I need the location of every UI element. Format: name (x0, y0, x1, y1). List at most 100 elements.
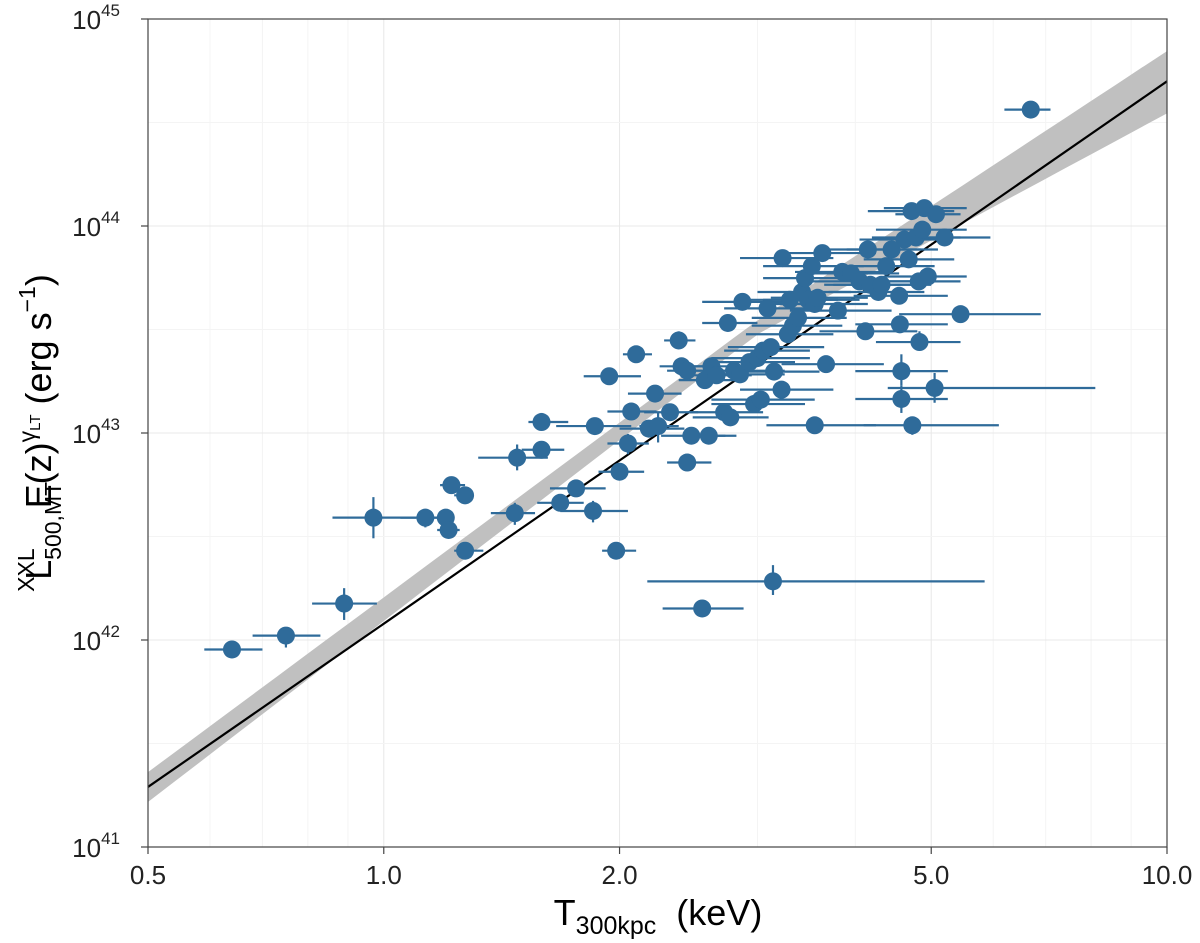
y-tick-label: 1044 (72, 208, 120, 242)
data-point (918, 267, 937, 286)
data-point (761, 338, 780, 357)
x-tick-label: 5.0 (913, 860, 949, 890)
data-point (899, 250, 918, 269)
data-point (649, 417, 668, 436)
x-tick-label: 1.0 (366, 860, 402, 890)
data-point (805, 416, 824, 435)
data-point (913, 220, 932, 239)
data-point (600, 367, 619, 386)
data-point (505, 504, 524, 523)
data-point (693, 599, 712, 618)
data-point (610, 462, 629, 481)
data-point (584, 501, 603, 520)
data-point (439, 520, 458, 539)
data-point (813, 244, 832, 263)
y-tick-label: 1041 (72, 829, 120, 863)
data-point (877, 257, 896, 276)
x-axis-title-main: T (554, 892, 576, 933)
data-point (733, 292, 752, 311)
data-point (567, 479, 586, 498)
data-point (951, 305, 970, 324)
y-tick-label-base: 10 (72, 626, 101, 656)
data-point (364, 508, 383, 527)
y-tick-label-exponent: 45 (101, 1, 120, 20)
data-point (678, 361, 697, 380)
x-axis-title: T300kpc (keV) (554, 892, 763, 940)
data-point (627, 345, 646, 364)
y-tick-label: 1043 (72, 415, 120, 449)
data-point (456, 541, 475, 560)
data-point (622, 402, 641, 421)
data-point (682, 426, 701, 445)
data-point (890, 315, 909, 334)
data-point (551, 493, 570, 512)
y-tick-label: 1042 (72, 622, 120, 656)
y-axis-title: L500,MTXXL E(z)γLT (erg s−1) (13, 274, 66, 592)
data-point (661, 403, 680, 422)
x-tick-label: 0.5 (130, 860, 166, 890)
data-point (903, 416, 922, 435)
data-point (758, 299, 777, 318)
data-point (699, 426, 718, 445)
y-axis-title-L: L (18, 560, 59, 580)
data-point (335, 594, 354, 613)
data-point (731, 365, 750, 384)
y-tick-label-base: 10 (72, 419, 101, 449)
axis-ticks (141, 18, 1168, 854)
data-point (618, 434, 637, 453)
y-tick-label-exponent: 41 (101, 829, 120, 848)
y-tick-label-base: 10 (72, 833, 101, 863)
y-tick-label-exponent: 43 (101, 415, 120, 434)
y-tick-label-exponent: 44 (101, 208, 120, 227)
x-axis-title-sub: 300kpc (576, 912, 657, 940)
svg-text:L500,MTXXLE(z)γLT(erg s−1): L500,MTXXL E(z)γLT (erg s−1) (13, 274, 66, 592)
y-axis-title-unit-exp: −1 (14, 286, 40, 312)
data-point (532, 440, 551, 459)
data-point (910, 333, 929, 352)
y-axis-title-unit-open: (erg s (18, 312, 59, 404)
data-point (802, 257, 821, 276)
data-point (892, 389, 911, 408)
data-point (607, 541, 626, 560)
y-axis-title-sup: XXL (13, 548, 39, 592)
data-point (718, 313, 737, 332)
y-axis-title-sub: 500,MT (40, 482, 66, 560)
data-point (707, 366, 726, 385)
y-axis-title-gamma-sub: LT (27, 414, 44, 430)
y-tick-label-base: 10 (72, 212, 101, 242)
data-point (789, 308, 808, 327)
data-point (416, 508, 435, 527)
y-axis-title-unit-close: ) (18, 274, 59, 286)
data-point (890, 286, 909, 305)
data-point (1021, 100, 1040, 119)
data-point (935, 228, 954, 247)
x-tick-labels: 0.5 1.0 2.0 5.0 10.0 (130, 860, 1192, 890)
data-point (828, 301, 847, 320)
data-point (765, 362, 784, 381)
data-point (926, 205, 945, 224)
y-axis-title-gamma: γ (14, 430, 40, 442)
y-tick-label-exponent: 42 (101, 622, 120, 641)
data-point (222, 640, 241, 659)
data-point (772, 380, 791, 399)
data-point (751, 390, 770, 409)
data-point (678, 453, 697, 472)
data-point (856, 322, 875, 341)
data-point (808, 288, 827, 307)
data-point (532, 413, 551, 432)
x-axis-title-unit: (keV) (676, 892, 762, 933)
data-point (456, 486, 475, 505)
data-point (763, 572, 782, 591)
data-points (222, 100, 1040, 659)
y-axis-title-ez: E(z) (18, 442, 59, 508)
data-point (858, 240, 877, 259)
data-point (892, 362, 911, 381)
data-point (817, 355, 836, 374)
data-point (925, 378, 944, 397)
x-tick-label: 10.0 (1142, 860, 1193, 890)
data-point (508, 448, 527, 467)
y-tick-label-base: 10 (72, 5, 101, 35)
data-point (721, 408, 740, 427)
